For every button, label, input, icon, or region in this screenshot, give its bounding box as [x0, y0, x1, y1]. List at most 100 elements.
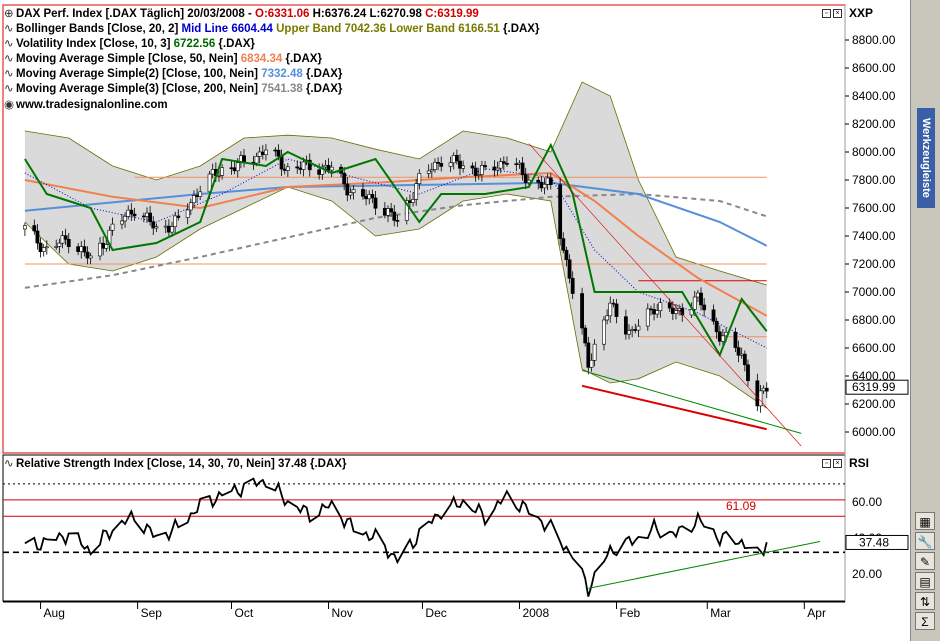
candle-body	[548, 177, 553, 185]
rsi-trend-line	[588, 541, 821, 589]
legend-ma50-name: Moving Average Simple [Close, 50, Nein]	[16, 53, 241, 65]
candle-body	[417, 173, 422, 184]
panel-close-button[interactable]: ×	[833, 9, 842, 18]
candle-body	[602, 319, 606, 345]
candle-body	[476, 174, 481, 176]
candle-body	[461, 165, 466, 169]
wrench-icon[interactable]: 🔧	[915, 532, 935, 550]
candle-body	[470, 165, 475, 169]
candle-body	[66, 239, 71, 247]
candle-body	[436, 162, 440, 164]
rsi-close-button[interactable]: ×	[833, 459, 842, 468]
rsi-axis-title: RSI	[849, 456, 869, 470]
candle-body	[492, 166, 497, 171]
candle-body	[680, 308, 685, 316]
price-axis-label: 6400.00	[852, 369, 896, 383]
candle-body	[282, 168, 287, 171]
candle-body	[307, 159, 312, 171]
candle-body	[279, 156, 284, 170]
bollinger-lower-line	[24, 186, 767, 409]
candle-body	[746, 364, 750, 382]
candle-body	[242, 155, 246, 163]
candle-body	[439, 163, 444, 167]
candle-body	[652, 309, 656, 315]
chart-canvas[interactable]: 8800.00 8600.00 8400.00 8200.00 8000.00 7800.…	[0, 0, 910, 641]
candle-body	[658, 302, 663, 311]
arrows-icon[interactable]: ⇅	[915, 592, 935, 610]
candle-body	[145, 212, 149, 217]
price-last-value-box	[845, 379, 909, 395]
legend-wave-icon: ∿	[4, 83, 14, 95]
candle-body	[361, 189, 365, 197]
candle-body	[608, 302, 613, 317]
candle-body	[392, 211, 397, 221]
x-axis-label: Oct	[234, 606, 253, 620]
legend-volatility-name: Volatility Index [Close, 10, 3]	[16, 38, 174, 50]
legend-ma100-value: 7332.48	[261, 68, 303, 80]
legend-bollinger-suffix: {.DAX}	[499, 23, 540, 35]
legend-price-prefix: DAX Perf. Index [.DAX Täglich] 20/03/200…	[16, 8, 256, 20]
candle-body	[526, 179, 531, 184]
candle-body	[120, 220, 124, 225]
candle-body	[411, 199, 415, 203]
legend-bollinger-name: Bollinger Bands [Close, 20, 2]	[16, 23, 182, 35]
candle-body	[210, 169, 215, 175]
candle-body	[721, 335, 725, 342]
candle-body	[373, 197, 378, 209]
candle-body	[536, 179, 541, 183]
candle-body	[101, 242, 106, 249]
candle-body	[695, 292, 700, 298]
candle-body	[592, 343, 597, 361]
candle-body	[254, 156, 259, 164]
candle-body	[141, 215, 146, 218]
candle-body	[733, 331, 738, 348]
legend-ma50-value: 6834.34	[240, 53, 283, 65]
price-axis-label: 6800.00	[852, 313, 896, 327]
candle-body	[586, 342, 591, 368]
candle-body	[370, 194, 375, 199]
candle-body	[188, 202, 193, 211]
price-axis-title: XXP	[849, 6, 873, 20]
candle-body	[564, 249, 569, 261]
rsi-annotation: 61.09	[726, 499, 756, 513]
price-axis-label: 7800.00	[852, 173, 896, 187]
legend-volatility-suffix: {.DAX}	[215, 38, 255, 50]
grid-icon[interactable]: ▦	[915, 512, 935, 530]
bollinger-mid-line	[24, 158, 767, 349]
legend-ma50: ∿ Moving Average Simple [Close, 50, Nein]…	[4, 52, 322, 66]
legend-website-text: www.tradesignalonline.com	[16, 99, 168, 111]
candle-body	[98, 242, 102, 257]
candle-body	[623, 316, 628, 335]
candle-body	[429, 169, 434, 172]
panel-restore-button[interactable]: ▫	[822, 9, 831, 18]
trend-line	[528, 143, 802, 447]
candle-body	[317, 169, 322, 175]
legend-website: ◉ www.tradesignalonline.com	[4, 98, 168, 112]
candle-body	[367, 194, 372, 200]
legend-bollinger-bands: Upper Band 7042.36 Lower Band 6166.51	[272, 23, 500, 35]
legend-ma50-suffix: {.DAX}	[282, 53, 322, 65]
note-icon[interactable]: ✎	[915, 552, 935, 570]
candle-body	[76, 246, 81, 252]
candle-body	[414, 183, 419, 200]
candle-body	[342, 172, 347, 185]
candle-body	[195, 195, 199, 197]
candle-body	[520, 162, 525, 176]
sigma-icon[interactable]: Σ	[915, 612, 935, 630]
candle-body	[711, 309, 716, 322]
candle-body	[742, 353, 747, 366]
price-axis-label: 7000.00	[852, 285, 896, 299]
candle-body	[220, 167, 225, 176]
price-axis-label: 8800.00	[852, 33, 896, 47]
candle-body	[257, 151, 262, 157]
candle-body	[198, 191, 203, 197]
candle-body	[276, 149, 281, 157]
candle-body	[192, 195, 196, 204]
candle-body	[151, 221, 156, 229]
candle-body	[567, 259, 572, 279]
price-axis-label: 7200.00	[852, 257, 896, 271]
chart-icon[interactable]: ▤	[915, 572, 935, 590]
rsi-restore-button[interactable]: ▫	[822, 459, 831, 468]
rsi-panel-frame	[2, 454, 846, 602]
candle-body	[85, 251, 90, 259]
